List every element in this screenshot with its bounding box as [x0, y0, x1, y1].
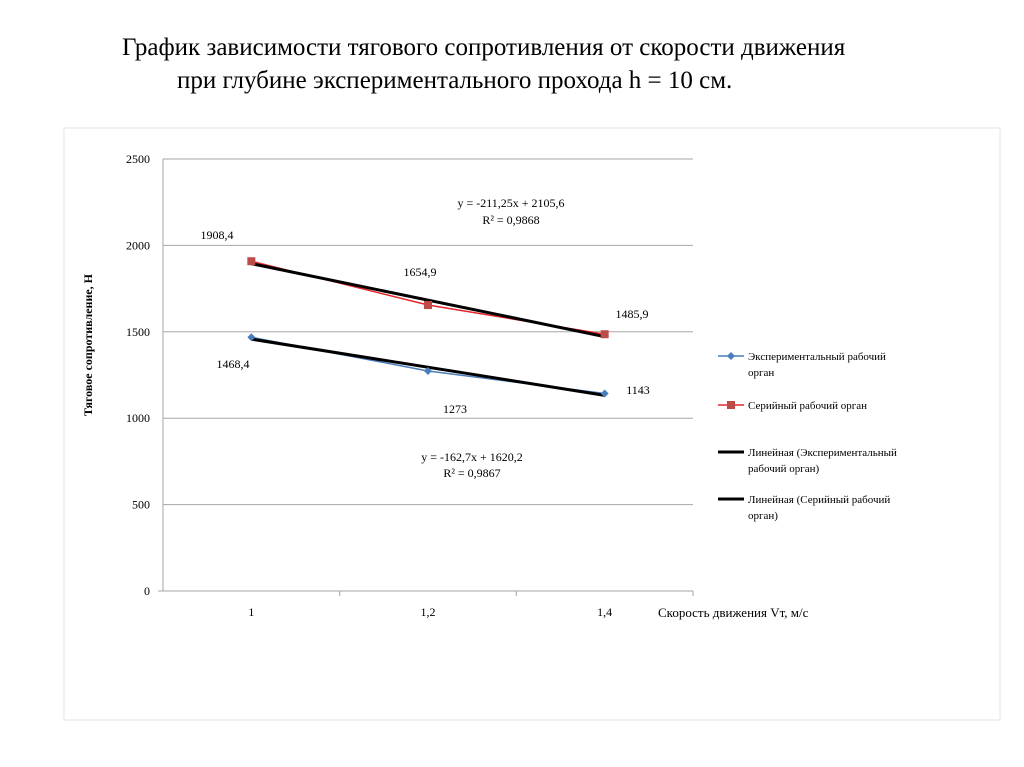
legend-label: рабочий орган) [748, 463, 820, 475]
data-point-square [424, 301, 432, 310]
x-tick-label: 1 [248, 605, 254, 619]
data-point-diamond [247, 333, 256, 342]
legend-label: орган) [748, 510, 778, 522]
y-tick-label: 1500 [126, 325, 150, 339]
data-label: 1273 [443, 402, 467, 416]
trendline-equation: y = -162,7x + 1620,2 [421, 450, 523, 464]
x-axis-label: Скорость движения Vт, м/с [658, 605, 809, 620]
y-tick-label: 2500 [126, 152, 150, 166]
data-point-square [600, 330, 609, 339]
legend-label: Линейная (Серийный рабочий [748, 494, 890, 506]
trendline-r2: R² = 0,9867 [443, 466, 500, 480]
chart-title-line1: График зависимости тягового сопротивлени… [122, 34, 846, 61]
legend-label: Серийный рабочий орган [748, 400, 867, 412]
series-line-0 [251, 336, 605, 395]
chart-frame [63, 127, 1001, 721]
trendline-equation: y = -211,25x + 2105,6 [457, 196, 564, 210]
legend-label: орган [748, 367, 774, 379]
y-tick-label: 2000 [126, 238, 150, 252]
data-point-diamond [600, 389, 609, 398]
x-tick-label: 1,4 [597, 605, 612, 619]
y-tick-label: 0 [144, 584, 150, 598]
legend-label: Линейная (Экспериментальный [748, 447, 897, 459]
data-label: 1485,9 [616, 307, 649, 321]
x-tick-label: 1,2 [421, 605, 436, 619]
legend-marker-diamond [727, 352, 735, 360]
data-label: 1908,4 [201, 228, 234, 242]
legend-marker-square [727, 401, 735, 409]
y-tick-label: 500 [132, 498, 150, 512]
data-label: 1143 [626, 383, 650, 397]
data-point-square [247, 257, 256, 266]
trendline-r2: R² = 0,9868 [482, 213, 539, 227]
chart-title-line2: при глубине экспериментального прохода h… [177, 67, 733, 94]
y-tick-label: 1000 [126, 411, 150, 425]
data-label: 1654,9 [404, 265, 437, 279]
data-label: 1468,4 [217, 357, 250, 371]
trendline-1 [251, 262, 605, 339]
y-axis-label: Тяговое сопротивление, Н [81, 273, 95, 416]
data-point-diamond [424, 367, 432, 376]
legend-label: Экспериментальный рабочий [748, 351, 886, 363]
